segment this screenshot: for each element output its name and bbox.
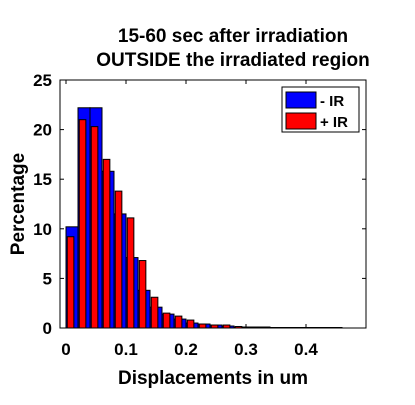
x-tick-label: 0.1 xyxy=(114,340,138,359)
bar-plus-ir xyxy=(114,190,123,329)
x-tick-label: 0.4 xyxy=(294,340,318,359)
bar-plus-ir xyxy=(66,236,75,329)
plot-frame xyxy=(59,79,367,329)
y-tick-label: 10 xyxy=(33,220,52,239)
bar-plus-ir xyxy=(126,217,135,329)
bar-plus-ir xyxy=(90,126,99,329)
bar-plus-ir xyxy=(150,296,159,329)
y-tick-label: 0 xyxy=(43,319,52,338)
bars-group xyxy=(65,107,343,329)
bar-plus-ir xyxy=(198,323,207,329)
legend-label-minus-ir: - IR xyxy=(320,93,344,110)
bar-plus-ir xyxy=(78,119,87,329)
legend-swatch-minus-ir xyxy=(285,91,317,109)
y-tick-label: 5 xyxy=(43,269,52,288)
y-tick-label: 20 xyxy=(33,121,52,140)
x-tick-label: 0 xyxy=(61,340,70,359)
y-tick-label: 25 xyxy=(33,71,52,90)
ticks-group: 0 0.1 0.2 0.3 0.4 0 5 10 15 20 25 xyxy=(33,71,366,359)
x-tick-label: 0.3 xyxy=(234,340,258,359)
bar-plus-ir xyxy=(138,260,147,329)
x-axis-label: Displacements in um xyxy=(118,368,308,389)
y-axis-label: Percentage xyxy=(8,153,29,255)
bar-plus-ir xyxy=(162,312,171,329)
chart-title-line-2: OUTSIDE the irradiated region xyxy=(96,50,369,71)
bar-plus-ir xyxy=(186,319,195,329)
chart-title-line-1: 15-60 sec after irradiation xyxy=(118,26,348,47)
legend: - IR + IR xyxy=(281,86,360,133)
legend-label-plus-ir: + IR xyxy=(320,114,348,131)
legend-swatch-plus-ir xyxy=(285,112,317,130)
bar-plus-ir xyxy=(102,158,111,329)
y-tick-label: 15 xyxy=(33,170,52,189)
bar-plus-ir xyxy=(174,315,183,329)
x-tick-label: 0.2 xyxy=(174,340,198,359)
